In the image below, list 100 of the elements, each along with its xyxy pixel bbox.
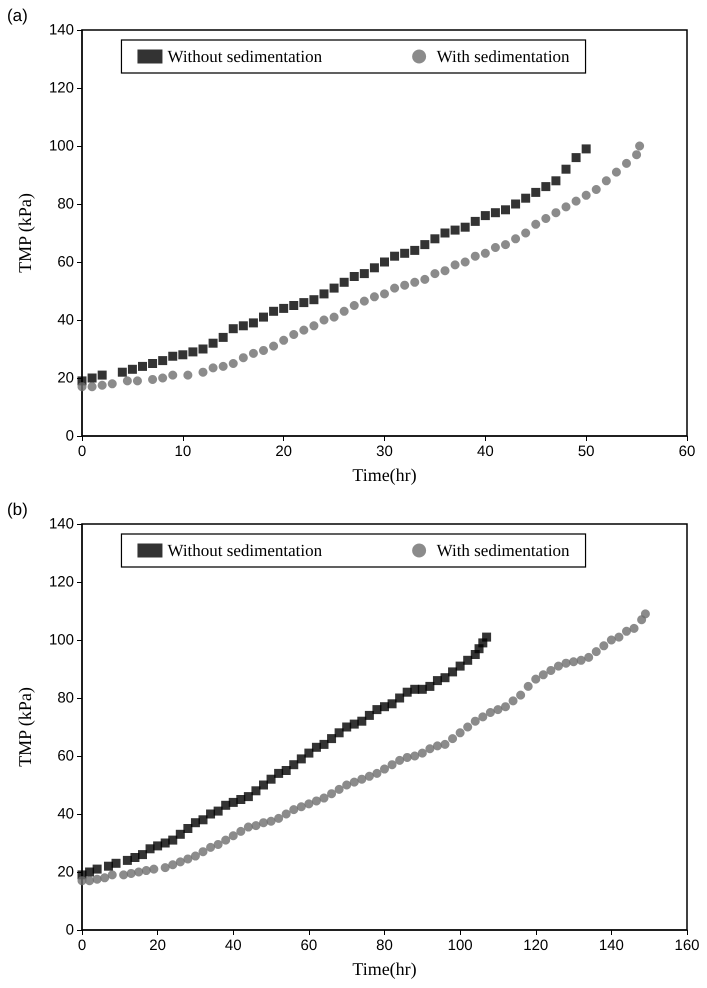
point [218,362,228,371]
point [289,760,298,770]
point [531,188,540,197]
x-tick-label: 100 [448,937,473,954]
point [228,359,238,368]
point [296,754,306,764]
point [214,806,223,816]
x-tick-label: 60 [300,937,318,954]
point [158,374,168,382]
point [551,176,560,186]
point [430,234,440,244]
y-tick-label: 80 [57,690,74,706]
point [490,243,500,252]
point [440,673,450,682]
y-tick-label: 0 [66,428,74,444]
point [88,382,97,392]
point [572,196,581,206]
x-tick-label: 160 [674,937,700,954]
point [138,850,147,860]
point [541,214,550,223]
point [279,304,288,313]
y-tick-label: 100 [48,632,74,648]
x-tick-label: 20 [149,937,166,954]
legend-label: Without sedimentation [167,47,323,66]
point [470,252,480,261]
point [456,662,465,671]
x-tick-label: 140 [598,937,624,954]
x-tick-label: 30 [376,443,393,460]
point [92,864,102,874]
point [632,150,642,160]
x-tick-label: 80 [376,937,393,954]
point [622,158,631,168]
point [370,292,379,302]
point [259,312,268,322]
point [168,836,178,845]
y-tick-label: 140 [48,22,74,38]
point [380,289,389,298]
point [266,774,276,784]
x-tick-label: 50 [578,443,595,460]
legend-label: Without sedimentation [167,541,323,560]
point [168,352,178,361]
point [78,382,86,392]
point [330,284,339,293]
point [480,211,490,220]
y-axis-title: TMP (kPa) [15,687,35,767]
x-axis-title: Time(hr) [352,465,417,485]
point [582,190,591,200]
point [390,284,400,293]
point [208,363,218,372]
point [148,359,158,368]
point [108,379,117,388]
point [304,748,314,758]
y-tick-label: 60 [57,254,74,270]
point [221,800,230,810]
point [269,306,278,316]
point [309,321,318,330]
point [420,240,430,250]
point [602,176,611,186]
y-tick-label: 140 [48,516,74,532]
point [282,766,291,775]
point [269,342,278,351]
point [402,688,412,697]
point [132,376,142,386]
point [334,728,344,738]
point [259,780,268,790]
y-tick-label: 120 [48,80,74,96]
point [395,694,404,702]
point [98,370,107,380]
y-tick-label: 40 [57,312,74,328]
point [380,258,389,266]
point [320,740,328,749]
point [562,164,570,174]
point [183,824,192,833]
x-axis-title: Time(hr) [352,959,417,979]
point [259,346,268,355]
point [521,194,530,203]
y-tick-label: 20 [57,370,74,386]
point [228,324,238,334]
chart-title: (b) [7,500,28,519]
point [198,344,208,354]
point [490,208,500,218]
point [562,202,570,212]
point [572,153,581,162]
point [592,185,601,194]
y-tick-label: 0 [66,922,74,938]
point [410,278,420,287]
point [88,374,97,382]
point [289,301,298,310]
point [440,228,450,238]
point [320,316,328,324]
point [251,786,260,796]
point [531,220,540,229]
point [340,278,349,287]
point [188,347,198,356]
x-tick-label: 0 [78,443,86,460]
point [112,858,121,868]
y-tick-label: 120 [48,574,74,590]
point [350,272,359,281]
point [501,240,510,250]
point [238,353,248,362]
